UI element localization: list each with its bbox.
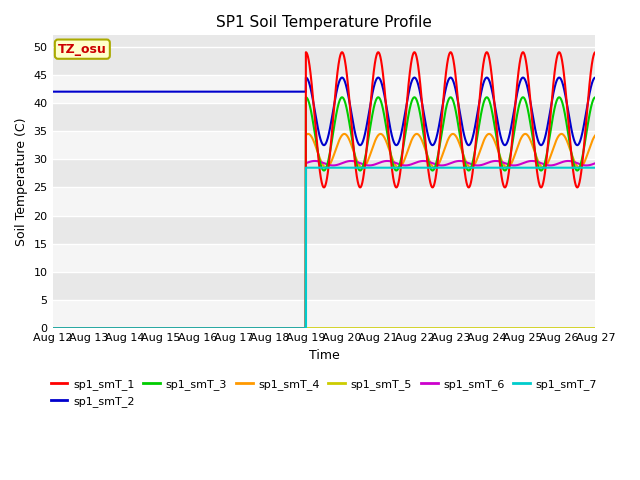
Bar: [52, 187, 595, 216]
Bar: [52, 272, 595, 300]
X-axis label: Time: Time: [308, 348, 339, 361]
Bar: [52, 103, 595, 131]
Title: SP1 Soil Temperature Profile: SP1 Soil Temperature Profile: [216, 15, 432, 30]
Bar: [52, 47, 595, 75]
Text: TZ_osu: TZ_osu: [58, 43, 107, 56]
Bar: [52, 244, 595, 272]
Bar: [52, 159, 595, 187]
Bar: [52, 131, 595, 159]
Y-axis label: Soil Temperature (C): Soil Temperature (C): [15, 118, 28, 246]
Legend: sp1_smT_1, sp1_smT_2, sp1_smT_3, sp1_smT_4, sp1_smT_5, sp1_smT_6, sp1_smT_7: sp1_smT_1, sp1_smT_2, sp1_smT_3, sp1_smT…: [46, 375, 602, 411]
Bar: [52, 216, 595, 244]
Bar: [52, 300, 595, 328]
Bar: [52, 75, 595, 103]
